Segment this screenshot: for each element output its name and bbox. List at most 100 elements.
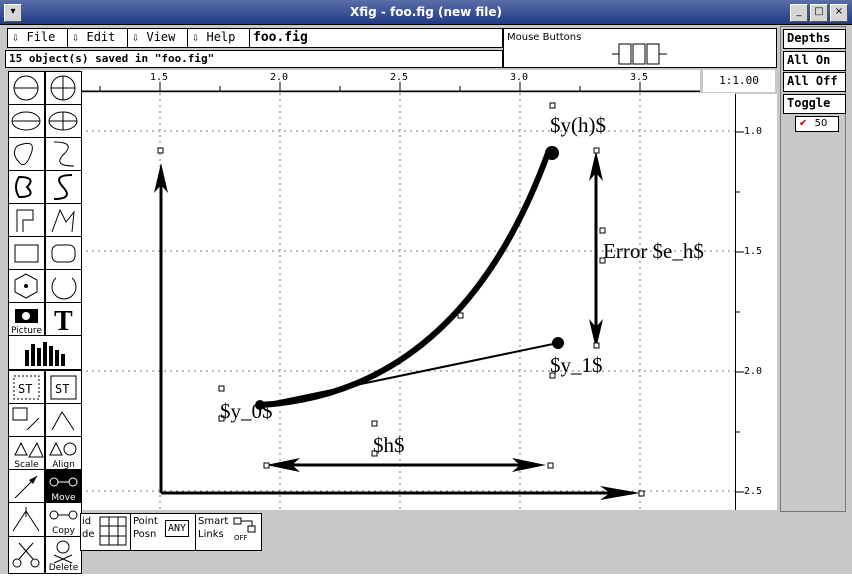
smart-links-button[interactable]: Smart Links OFF bbox=[195, 513, 262, 551]
align-label: Align bbox=[52, 460, 75, 470]
checkmark-icon: ✔ bbox=[799, 118, 808, 129]
grid-label: id bbox=[82, 516, 92, 527]
point-position-button[interactable]: Point Posn ANY bbox=[130, 513, 197, 551]
minimize-icon[interactable]: _ bbox=[790, 4, 808, 22]
depth-layer-item[interactable]: ✔ 50 bbox=[795, 116, 839, 132]
drawing-canvas[interactable]: $y(h)$ Error $e_h$ $y_1$ $y_0$ $h$ bbox=[80, 93, 735, 510]
depths-button[interactable]: Depths bbox=[783, 29, 846, 49]
label-error[interactable]: Error $e_h$ bbox=[603, 239, 704, 263]
top-ruler[interactable]: 1.5 2.0 2.5 3.0 3.5 bbox=[80, 70, 700, 92]
point-posn-label: Posn bbox=[133, 529, 157, 540]
label-y0[interactable]: $y_0$ bbox=[220, 399, 273, 423]
ruler-label: 3.5 bbox=[630, 72, 649, 83]
grid-icon bbox=[99, 516, 127, 546]
box-tool[interactable] bbox=[8, 236, 45, 271]
delete-point-tool[interactable] bbox=[8, 502, 45, 537]
point-y1 bbox=[552, 337, 564, 349]
smart-links-value: OFF bbox=[234, 534, 248, 542]
depth-value: 50 bbox=[814, 118, 828, 129]
move-label: Move bbox=[51, 493, 76, 503]
tangent-line bbox=[259, 342, 559, 406]
smart-links-label: Links bbox=[198, 529, 224, 540]
picture-label: Picture bbox=[11, 326, 42, 336]
close-icon[interactable]: × bbox=[830, 4, 848, 22]
ruler-label: 3.0 bbox=[510, 72, 529, 83]
picture-tool[interactable]: Picture bbox=[8, 302, 45, 337]
zoom-indicator[interactable]: 1:1.00 bbox=[703, 70, 775, 92]
x-axis-arrow bbox=[161, 486, 640, 500]
solution-curve bbox=[259, 151, 551, 408]
polyline-tool[interactable] bbox=[8, 203, 45, 238]
menu-edit[interactable]: ⇩ Edit bbox=[67, 28, 131, 48]
menu-help[interactable]: ⇩ Help bbox=[187, 28, 251, 48]
toggle-button[interactable]: Toggle bbox=[783, 94, 846, 114]
text-tool[interactable]: T bbox=[45, 302, 82, 337]
ellipse-diameter-tool[interactable] bbox=[45, 104, 82, 139]
library-tool[interactable] bbox=[8, 335, 82, 370]
label-h[interactable]: $h$ bbox=[373, 433, 405, 457]
arc-box-tool[interactable] bbox=[45, 236, 82, 271]
mouse-icon bbox=[612, 43, 667, 65]
control-markers bbox=[157, 102, 645, 497]
menu-file[interactable]: ⇩ File bbox=[7, 28, 71, 48]
closed-spline-tool[interactable] bbox=[8, 137, 45, 172]
ruler-label: 2.0 bbox=[744, 366, 763, 377]
label-yh[interactable]: $y(h)$ bbox=[550, 113, 606, 137]
ruler-label: 1.0 bbox=[744, 126, 763, 137]
polygon-tool[interactable] bbox=[45, 203, 82, 238]
compound-tool[interactable]: ST bbox=[8, 370, 45, 405]
ruler-label: 2.5 bbox=[744, 486, 763, 497]
ruler-label: 1.5 bbox=[744, 246, 763, 257]
mouse-buttons-panel: Mouse Buttons bbox=[503, 28, 777, 68]
window-menu-icon[interactable]: ▾ bbox=[4, 4, 22, 22]
open-compound-tool[interactable] bbox=[8, 403, 45, 438]
ruler-label: 2.5 bbox=[390, 72, 409, 83]
add-point-tool[interactable] bbox=[8, 469, 45, 504]
point-yh bbox=[545, 146, 559, 160]
point-posn-label: Point bbox=[133, 516, 158, 527]
grid-label: de bbox=[82, 529, 95, 540]
ruler-label: 1.5 bbox=[150, 72, 169, 83]
all-off-button[interactable]: All Off bbox=[783, 72, 846, 92]
break-compound-tool[interactable]: ST bbox=[45, 370, 82, 405]
align-tool[interactable]: Align bbox=[45, 436, 82, 471]
title-bar[interactable]: ▾ Xfig - foo.fig (new file) _ □ × bbox=[0, 0, 852, 25]
open-approx-spline-tool[interactable] bbox=[45, 170, 82, 205]
smart-links-label: Smart bbox=[198, 516, 229, 527]
open-spline-tool[interactable] bbox=[45, 137, 82, 172]
svg-text:T: T bbox=[54, 306, 73, 336]
closed-approx-spline-tool[interactable] bbox=[8, 170, 45, 205]
maximize-icon[interactable]: □ bbox=[810, 4, 828, 22]
ellipse-radius-tool[interactable] bbox=[8, 104, 45, 139]
down-arrow-icon: ⇩ bbox=[12, 30, 20, 44]
move-tool[interactable]: Move bbox=[45, 469, 82, 504]
delete-tool[interactable]: Delete bbox=[45, 536, 82, 574]
regular-polygon-tool[interactable] bbox=[8, 269, 45, 304]
copy-tool[interactable]: Copy bbox=[45, 502, 82, 537]
point-y0 bbox=[255, 400, 265, 410]
h-arrow bbox=[266, 458, 546, 472]
ruler-ticks bbox=[80, 82, 700, 92]
all-on-button[interactable]: All On bbox=[783, 51, 846, 71]
copy-label: Copy bbox=[52, 526, 75, 536]
point-posn-value: ANY bbox=[165, 520, 190, 537]
filename-field[interactable]: foo.fig bbox=[249, 28, 503, 48]
cut-tool[interactable] bbox=[8, 536, 45, 574]
figure-drawing bbox=[80, 93, 735, 510]
right-ruler[interactable]: 1.0 1.5 2.0 2.5 bbox=[735, 94, 777, 510]
label-y1[interactable]: $y_1$ bbox=[550, 353, 603, 377]
flip-tool[interactable] bbox=[45, 403, 82, 438]
circle-diameter-tool[interactable] bbox=[45, 71, 82, 106]
error-arrow bbox=[589, 151, 603, 349]
down-arrow-icon: ⇩ bbox=[192, 30, 200, 44]
arc-tool[interactable] bbox=[45, 269, 82, 304]
grid-mode-button[interactable]: id de bbox=[80, 513, 132, 551]
window-title: Xfig - foo.fig (new file) bbox=[349, 5, 503, 19]
mouse-buttons-label: Mouse Buttons bbox=[507, 32, 582, 43]
ruler-label: 2.0 bbox=[270, 72, 289, 83]
smart-links-icon bbox=[233, 517, 256, 533]
menu-view[interactable]: ⇩ View bbox=[127, 28, 191, 48]
scale-label: Scale bbox=[14, 460, 39, 470]
scale-tool[interactable]: Scale bbox=[8, 436, 45, 471]
circle-radius-tool[interactable] bbox=[8, 71, 45, 106]
